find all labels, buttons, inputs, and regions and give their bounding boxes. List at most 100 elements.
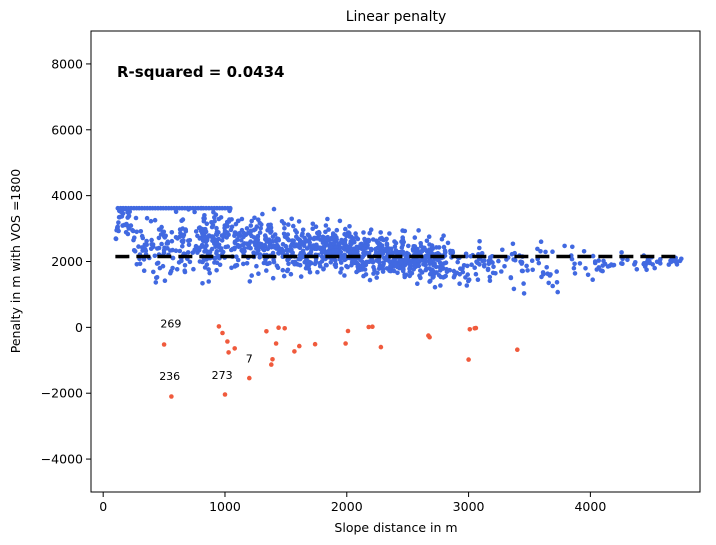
data-point-positive: [443, 273, 449, 279]
data-point-positive: [260, 246, 266, 252]
data-point-positive: [466, 277, 472, 283]
data-point-positive: [429, 270, 434, 276]
data-point-positive: [316, 245, 322, 250]
data-point-positive: [192, 209, 197, 215]
data-point-positive: [193, 243, 199, 249]
data-point-positive: [349, 262, 354, 268]
data-point-positive: [228, 227, 234, 233]
data-point-positive: [152, 217, 158, 223]
data-point-positive: [463, 275, 468, 280]
data-point-positive: [370, 259, 376, 265]
data-point-positive: [249, 273, 254, 278]
data-point-positive: [282, 226, 287, 231]
data-point-positive: [373, 249, 379, 255]
data-point-positive: [270, 275, 276, 281]
data-point-positive: [378, 230, 384, 235]
data-point-positive: [416, 263, 421, 269]
data-point-positive: [416, 228, 421, 233]
data-point-positive: [152, 253, 158, 259]
data-point-positive: [153, 280, 159, 285]
data-point-positive: [361, 230, 366, 235]
data-point-positive: [291, 238, 297, 244]
data-point-positive: [316, 229, 322, 235]
data-point-positive: [241, 261, 246, 267]
data-point-positive: [601, 258, 606, 264]
data-point-positive: [402, 228, 408, 234]
data-point-positive: [214, 249, 220, 254]
data-point-positive: [342, 237, 348, 243]
data-point-positive: [257, 230, 263, 235]
data-point-positive: [141, 268, 147, 274]
data-point-positive: [276, 238, 282, 243]
data-point-positive: [252, 215, 257, 221]
data-point-negative: [378, 344, 384, 350]
data-point-negative: [282, 326, 288, 331]
data-point-positive: [263, 260, 269, 266]
data-point-positive: [445, 240, 451, 246]
data-point-positive: [248, 245, 253, 251]
data-point-positive: [571, 265, 577, 271]
data-point-positive: [577, 261, 583, 266]
data-point-positive: [219, 233, 225, 238]
r-squared-label: R-squared = 0.0434: [117, 63, 284, 81]
data-point-negative: [161, 342, 167, 347]
data-point-positive: [241, 234, 246, 240]
data-point-positive: [161, 248, 167, 253]
data-point-positive: [206, 233, 212, 238]
data-point-positive: [139, 233, 145, 239]
data-point-positive: [264, 268, 269, 273]
data-point-positive: [168, 270, 173, 276]
data-point-positive: [225, 223, 230, 229]
data-point-positive: [289, 216, 295, 222]
data-point-positive: [674, 259, 680, 264]
data-point-positive: [202, 249, 207, 254]
data-point-positive: [118, 209, 123, 214]
data-point-positive: [362, 267, 368, 272]
data-point-positive: [117, 214, 123, 220]
data-point-positive: [191, 266, 196, 272]
data-point-positive: [235, 242, 241, 248]
data-point-positive: [374, 275, 380, 280]
data-point-positive: [512, 257, 518, 263]
data-point-positive: [380, 263, 386, 268]
data-point-positive: [490, 270, 496, 276]
data-point-positive: [239, 247, 244, 253]
data-point-positive: [436, 245, 442, 250]
data-point-positive: [239, 238, 244, 243]
data-point-positive: [158, 227, 163, 232]
data-point-positive: [283, 243, 289, 249]
data-point-negative: [226, 350, 231, 355]
data-point-positive: [583, 266, 588, 271]
y-tick-label: 2000: [51, 254, 83, 269]
data-point-positive: [294, 230, 300, 235]
data-point-positive: [538, 249, 543, 254]
data-point-positive: [233, 221, 239, 227]
data-point-positive: [237, 230, 242, 236]
data-point-positive: [248, 223, 254, 228]
data-point-positive: [384, 236, 389, 242]
data-point-positive: [258, 226, 264, 231]
data-point-positive: [132, 235, 137, 240]
y-tick-label: −4000: [41, 452, 83, 467]
data-point-positive: [286, 222, 291, 227]
data-point-positive: [244, 226, 250, 231]
data-point-positive: [460, 269, 466, 275]
data-point-positive: [372, 267, 377, 273]
data-point-positive: [180, 239, 186, 245]
data-point-negative: [273, 341, 279, 346]
data-point-positive: [429, 243, 435, 248]
data-point-positive: [214, 260, 220, 266]
data-point-positive: [357, 243, 363, 249]
data-point-positive: [355, 268, 361, 274]
data-point-negative: [466, 357, 471, 362]
data-point-positive: [393, 240, 399, 246]
data-point-positive: [347, 224, 352, 229]
data-point-positive: [634, 267, 640, 272]
data-point-positive: [668, 259, 674, 265]
data-point-positive: [509, 251, 515, 257]
data-point-positive: [144, 238, 149, 244]
data-point-positive: [384, 257, 389, 262]
data-point-positive: [406, 243, 411, 249]
data-point-positive: [391, 268, 397, 274]
x-tick-label: 4000: [574, 499, 606, 514]
